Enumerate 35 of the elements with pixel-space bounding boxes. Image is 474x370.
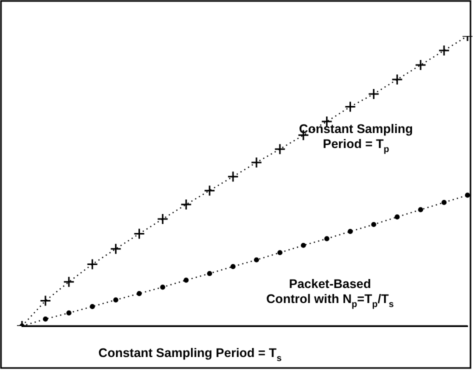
point <box>348 228 353 234</box>
point <box>464 192 470 198</box>
point <box>394 214 400 220</box>
point <box>438 44 450 56</box>
point <box>110 243 122 255</box>
point <box>324 236 330 242</box>
point <box>136 290 142 296</box>
point <box>250 156 262 168</box>
point <box>274 143 286 155</box>
point <box>227 170 239 182</box>
point <box>414 59 426 71</box>
point <box>66 310 72 316</box>
point <box>86 258 98 270</box>
point <box>277 250 282 256</box>
point <box>156 213 168 225</box>
point <box>371 222 376 228</box>
point <box>368 88 380 100</box>
point <box>204 184 216 196</box>
point <box>63 276 75 288</box>
point <box>42 316 48 322</box>
point <box>418 207 424 212</box>
point <box>230 264 236 270</box>
point <box>40 295 52 307</box>
point <box>113 297 118 302</box>
point <box>207 270 212 276</box>
point <box>344 101 356 113</box>
point <box>254 257 260 262</box>
point <box>133 228 145 240</box>
point <box>90 304 95 310</box>
point <box>391 74 403 86</box>
point <box>300 242 306 248</box>
point <box>160 284 166 290</box>
point <box>184 278 189 283</box>
point <box>180 198 192 210</box>
point <box>442 200 447 206</box>
